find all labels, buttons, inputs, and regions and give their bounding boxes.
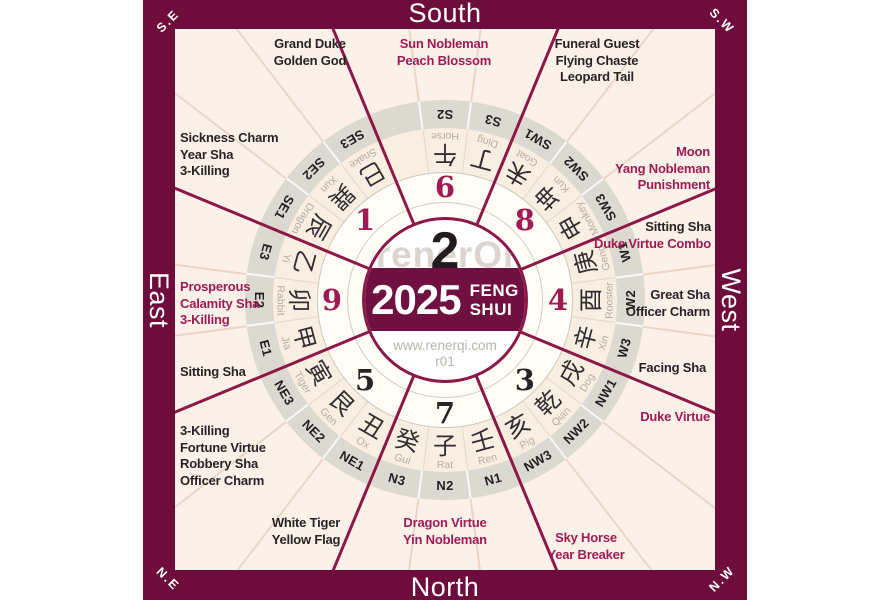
south-label: South xyxy=(408,0,482,28)
annotation-sitting-sha-duke: Sitting Sha Duke Virtue Combo xyxy=(594,219,711,252)
annotation-line: White Tiger xyxy=(271,515,341,530)
annotation-line: Officer Charm xyxy=(180,472,265,488)
center-disc: renerQi 2 2025 FENG SHUI www.renerqi.com… xyxy=(362,217,528,383)
annotation-line: Yin Nobleman xyxy=(403,531,487,547)
flying-star-S: 6 xyxy=(434,170,456,204)
annotation-sun-nobleman: Sun Nobleman Peach Blossom xyxy=(397,36,491,69)
annotation-line: Sky Horse xyxy=(555,530,617,545)
inner-ring-line xyxy=(347,202,543,398)
mountain-pinyin-N2: Rat xyxy=(436,458,454,471)
year-label: 2025 xyxy=(371,275,461,323)
subsector-line xyxy=(175,245,247,275)
annotation-line: Peach Blossom xyxy=(396,52,492,68)
chart-area: 午 Horse S2 丁 Ding S3 未 Goat SW1 坤 Kun SW2 申 Monkey SW3… xyxy=(175,29,715,570)
annotation-prosperous: Prosperous Calamity Sha 3-Killing xyxy=(180,279,259,329)
feng-word: FENG xyxy=(469,280,519,300)
annotation-line: Robbery Sha xyxy=(180,456,258,471)
annotation-line: Year Breaker xyxy=(547,546,625,562)
annotation-line: Facing Sha xyxy=(638,360,707,375)
annotation-line: Year Sha xyxy=(180,146,234,162)
annotation-line: Fortune Virtue xyxy=(180,439,266,455)
east-label: East xyxy=(144,271,174,329)
annotation-line: Dragon Virtue xyxy=(403,515,487,530)
annotation-line: Great Sha xyxy=(650,287,710,302)
annotation-line: Sitting Sha xyxy=(645,219,711,234)
annotation-line: Sickness Charm xyxy=(180,130,279,145)
annotation-grand-duke: Grand Duke Golden God xyxy=(273,36,347,69)
annotation-line: Duke Virtue Combo xyxy=(594,235,711,251)
subsector-line xyxy=(175,325,247,355)
flying-star-E: 9 xyxy=(321,283,343,317)
flying-star-N: 7 xyxy=(434,396,456,430)
annotation-line: Punishment xyxy=(637,177,711,192)
annotation-line: 3-Killing xyxy=(180,423,230,438)
mountain-character-N2: 子 xyxy=(433,432,457,460)
annotation-facing-sha: Facing Sha xyxy=(638,360,707,377)
annotation-line: Flying Chaste xyxy=(555,52,639,68)
annotation-line: Grand Duke xyxy=(274,36,346,51)
annotation-line: Prosperous xyxy=(180,279,251,294)
annotation-three-killing: 3-Killing Fortune Virtue Robbery Sha Office… xyxy=(180,423,266,489)
annotation-line: 3-Killing xyxy=(180,163,230,178)
annotation-great-sha: Great Sha Officer Charm xyxy=(626,287,710,320)
year-band: 2025 FENG SHUI xyxy=(365,268,525,331)
flying-star-NE: 5 xyxy=(355,362,376,397)
annotation-moon: Moon Yang Nobleman Punishment xyxy=(615,144,710,194)
west-label: West xyxy=(716,268,746,332)
annotation-line: Leopard Tail xyxy=(560,69,634,84)
annotation-line: Yellow Flag xyxy=(271,531,341,547)
north-label: North xyxy=(410,572,480,600)
annotation-line: Officer Charm xyxy=(625,303,710,319)
annotation-line: Golden God xyxy=(273,52,347,68)
subsector-line xyxy=(643,325,715,355)
revision-label: r01 xyxy=(435,354,455,369)
direction-label-N2: N2 xyxy=(436,478,454,493)
annotation-sickness-charm: Sickness Charm Year Sha 3-Killing xyxy=(180,130,279,180)
flying-star-SW: 8 xyxy=(514,203,535,238)
flying-star-NW: 3 xyxy=(514,362,535,397)
annotation-funeral-guest: Funeral Guest Flying Chaste Leopard Tail xyxy=(555,36,640,86)
annotation-line: Sun Nobleman xyxy=(399,36,489,51)
flying-star-SE: 1 xyxy=(355,203,376,238)
annotation-dragon-virtue: Dragon Virtue Yin Nobleman xyxy=(403,515,487,548)
annotation-line: Calamity Sha xyxy=(180,295,260,311)
annotation-line: Moon xyxy=(676,144,710,159)
annotation-line: Yang Nobleman xyxy=(615,160,710,176)
annotation-line: 3-Killing xyxy=(180,312,230,327)
annotation-line: Sitting Sha xyxy=(180,364,246,379)
annotation-line: Duke Virtue xyxy=(640,409,710,424)
annotation-sitting-sha: Sitting Sha xyxy=(180,364,246,381)
annotation-duke-virtue: Duke Virtue xyxy=(640,409,710,426)
annotation-sky-horse: Sky Horse Year Breaker xyxy=(547,530,624,563)
shui-word: SHUI xyxy=(469,299,513,319)
flying-star-W: 4 xyxy=(547,283,569,317)
annotation-white-tiger: White Tiger Yellow Flag xyxy=(272,515,341,548)
feng-shui-label: FENG SHUI xyxy=(470,281,519,319)
website-url: www.renerqi.com xyxy=(393,338,497,353)
annotation-line: Funeral Guest xyxy=(554,36,640,51)
